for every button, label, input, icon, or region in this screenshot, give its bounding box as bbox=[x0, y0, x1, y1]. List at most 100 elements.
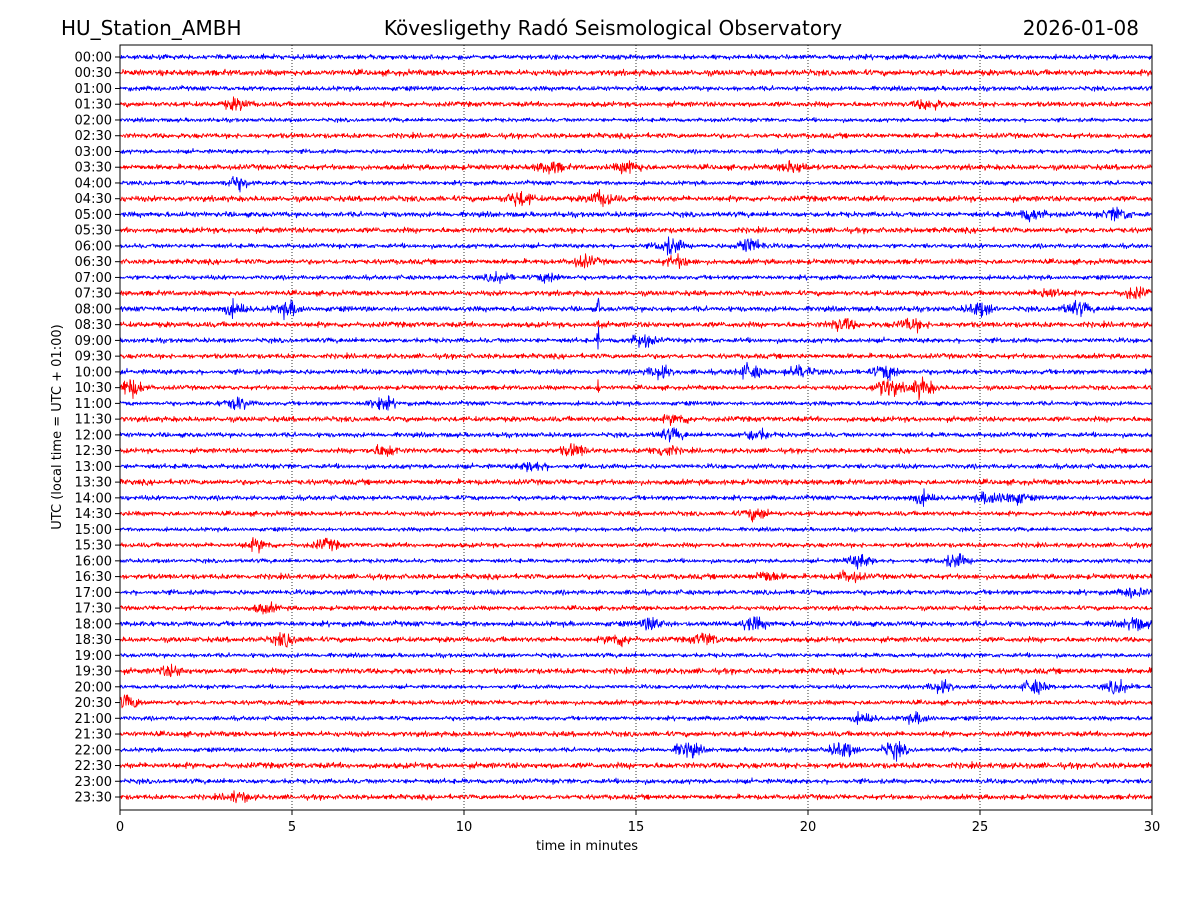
trace-0100 bbox=[119, 84, 1153, 93]
trace-0130 bbox=[119, 96, 1152, 112]
trace-1930 bbox=[119, 663, 1153, 678]
trace-0030 bbox=[119, 68, 1153, 77]
trace-1300 bbox=[119, 461, 1153, 473]
y-tick-label: 14:30 bbox=[75, 507, 112, 522]
x-tick-label: 0 bbox=[116, 820, 124, 835]
trace-1430 bbox=[119, 508, 1153, 523]
trace-1730 bbox=[119, 601, 1153, 615]
trace-2200 bbox=[119, 740, 1153, 762]
x-tick-label: 25 bbox=[972, 820, 989, 835]
trace-1230 bbox=[119, 442, 1153, 457]
trace-1200 bbox=[119, 427, 1153, 443]
y-tick-label: 11:30 bbox=[75, 413, 112, 428]
y-tick-label: 17:00 bbox=[75, 586, 112, 601]
y-tick-label: 07:00 bbox=[75, 271, 112, 286]
trace-2230 bbox=[119, 761, 1152, 770]
y-tick-label: 04:00 bbox=[75, 176, 112, 191]
trace-1530 bbox=[119, 536, 1153, 554]
trace-2330 bbox=[119, 790, 1153, 804]
y-tick-label: 20:00 bbox=[75, 680, 112, 695]
y-axis-label: UTC (local time = UTC + 01:00) bbox=[50, 324, 65, 529]
trace-2300 bbox=[119, 777, 1153, 786]
x-axis-label: time in minutes bbox=[536, 839, 638, 854]
trace-2000 bbox=[119, 678, 1153, 695]
trace-0800 bbox=[119, 297, 1153, 321]
trace-1600 bbox=[119, 553, 1152, 570]
trace-0530 bbox=[119, 225, 1153, 235]
y-tick-label: 18:00 bbox=[75, 617, 112, 632]
y-tick-label: 20:30 bbox=[75, 696, 112, 711]
trace-0500 bbox=[119, 206, 1153, 223]
trace-1900 bbox=[119, 652, 1153, 659]
trace-1000 bbox=[119, 361, 1153, 381]
trace-0700 bbox=[119, 270, 1153, 285]
y-tick-label: 02:30 bbox=[75, 129, 112, 144]
traces bbox=[119, 53, 1153, 804]
y-tick-label: 02:00 bbox=[75, 113, 112, 128]
trace-2130 bbox=[119, 730, 1153, 738]
trace-1400 bbox=[119, 488, 1153, 507]
y-tick-label: 19:00 bbox=[75, 649, 112, 664]
y-tick-label: 22:30 bbox=[75, 759, 112, 774]
y-tick-label: 13:30 bbox=[75, 476, 112, 491]
y-tick-label: 17:30 bbox=[75, 602, 112, 617]
trace-1830 bbox=[119, 632, 1153, 648]
y-tick-label: 15:00 bbox=[75, 523, 112, 538]
y-tick-label: 01:30 bbox=[75, 98, 112, 113]
trace-0730 bbox=[119, 286, 1153, 300]
y-tick-label: 05:30 bbox=[75, 224, 112, 239]
trace-1130 bbox=[119, 413, 1153, 427]
y-tick-label: 07:30 bbox=[75, 287, 112, 302]
trace-0630 bbox=[119, 253, 1153, 270]
trace-0930 bbox=[119, 352, 1153, 361]
y-tick-label: 05:00 bbox=[75, 208, 112, 223]
y-tick-label: 10:30 bbox=[75, 381, 112, 396]
y-tick-label: 09:00 bbox=[75, 334, 112, 349]
x-tick-label: 5 bbox=[288, 820, 296, 835]
trace-2100 bbox=[119, 710, 1152, 726]
trace-0430 bbox=[119, 189, 1153, 208]
y-tick-label: 06:00 bbox=[75, 239, 112, 254]
trace-1330 bbox=[119, 478, 1153, 486]
trace-0600 bbox=[119, 236, 1153, 256]
y-tick-label: 03:00 bbox=[75, 145, 112, 160]
trace-0000 bbox=[119, 53, 1153, 61]
y-tick-label: 13:00 bbox=[75, 460, 112, 475]
y-tick-label: 08:30 bbox=[75, 318, 112, 333]
trace-0230 bbox=[119, 131, 1153, 140]
trace-2030 bbox=[119, 694, 1153, 709]
y-tick-label: 15:30 bbox=[75, 539, 112, 554]
y-tick-label: 18:30 bbox=[75, 633, 112, 648]
trace-0300 bbox=[119, 147, 1153, 155]
y-tick-label: 22:00 bbox=[75, 743, 112, 758]
trace-0330 bbox=[119, 160, 1153, 175]
y-axis-ticks: 00:0000:3001:0001:3002:0002:3003:0003:30… bbox=[75, 51, 120, 806]
trace-0200 bbox=[119, 116, 1153, 124]
trace-0400 bbox=[119, 175, 1153, 193]
y-tick-label: 16:30 bbox=[75, 570, 112, 585]
x-tick-label: 30 bbox=[1144, 820, 1161, 835]
trace-0900 bbox=[119, 326, 1153, 350]
y-tick-label: 10:00 bbox=[75, 365, 112, 380]
x-axis-ticks: 0 5 10 15 20 25 30 bbox=[116, 810, 1160, 835]
y-tick-label: 09:30 bbox=[75, 350, 112, 365]
trace-1500 bbox=[119, 526, 1153, 533]
y-tick-label: 14:00 bbox=[75, 491, 112, 506]
trace-1100 bbox=[119, 395, 1153, 411]
y-tick-label: 11:00 bbox=[75, 397, 112, 412]
y-tick-label: 04:30 bbox=[75, 192, 112, 207]
chart-date: 2026-01-08 bbox=[1023, 16, 1139, 40]
y-tick-label: 00:30 bbox=[75, 66, 112, 81]
station-name: HU_Station_AMBH bbox=[61, 16, 241, 40]
trace-1700 bbox=[119, 587, 1153, 599]
trace-1630 bbox=[119, 569, 1153, 584]
trace-0830 bbox=[119, 317, 1153, 334]
x-tick-label: 15 bbox=[628, 820, 645, 835]
y-tick-label: 23:30 bbox=[75, 791, 112, 806]
x-tick-label: 10 bbox=[456, 820, 473, 835]
y-tick-label: 23:00 bbox=[75, 775, 112, 790]
trace-1800 bbox=[119, 616, 1153, 632]
x-tick-label: 20 bbox=[800, 820, 817, 835]
y-tick-label: 21:00 bbox=[75, 712, 112, 727]
